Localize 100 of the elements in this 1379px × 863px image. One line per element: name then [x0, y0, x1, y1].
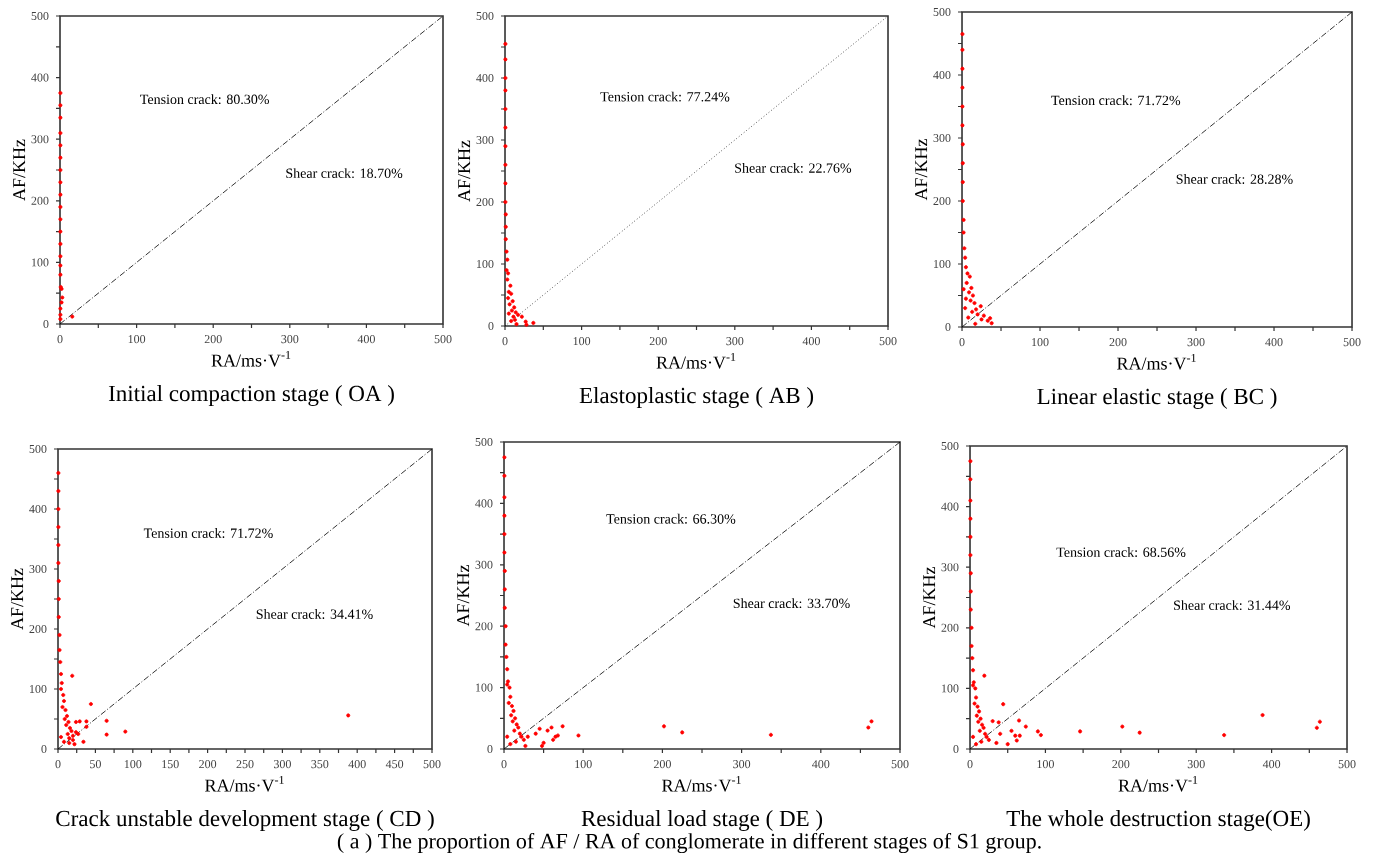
point	[58, 263, 63, 268]
point	[511, 708, 516, 713]
point	[989, 321, 994, 326]
x-tick-label: 100	[124, 760, 142, 769]
point	[58, 229, 63, 234]
x-tick-label: 200	[204, 335, 222, 344]
point	[65, 732, 70, 736]
point	[508, 694, 513, 699]
point	[512, 305, 517, 310]
point	[70, 673, 75, 678]
point	[516, 312, 521, 317]
point	[960, 180, 965, 185]
point	[58, 272, 63, 277]
annotation: Tension crack: 80.30%	[140, 94, 269, 105]
point	[981, 725, 986, 730]
y-tick-label: 400	[476, 73, 494, 83]
point	[513, 739, 518, 744]
point	[974, 695, 979, 700]
point	[58, 192, 63, 197]
x-tick-label: 200	[653, 760, 671, 769]
x-tick-label: 500	[879, 337, 897, 346]
point	[58, 312, 63, 317]
y-tick-label: 0	[945, 322, 951, 332]
point	[58, 660, 63, 664]
point	[506, 311, 511, 316]
x-tick-label: 0	[55, 760, 61, 769]
point	[56, 489, 61, 493]
y-tick-label: 100	[30, 684, 47, 694]
point	[504, 654, 509, 659]
point	[963, 255, 968, 260]
point	[507, 302, 512, 307]
point	[541, 740, 546, 745]
point	[513, 310, 518, 315]
point	[56, 615, 61, 619]
x-tick-label: 100	[575, 760, 592, 769]
x-tick-label: 100	[573, 337, 591, 346]
point	[502, 455, 507, 460]
point	[525, 734, 530, 739]
annotation: Tension crack: 77.24%	[600, 91, 730, 102]
point	[508, 742, 513, 747]
point	[56, 597, 61, 601]
point	[72, 742, 77, 747]
point	[980, 722, 985, 727]
x-tick-label: 100	[128, 335, 146, 344]
point	[59, 672, 63, 676]
y-axis-title: AF/KHz	[923, 567, 936, 629]
point	[960, 85, 965, 90]
point	[507, 685, 512, 690]
point	[960, 123, 965, 128]
point	[56, 579, 61, 583]
point	[73, 720, 78, 724]
point	[533, 731, 538, 736]
x-tick-label: 50	[90, 760, 101, 769]
x-tick-label: 300	[1187, 338, 1205, 347]
point	[67, 741, 72, 745]
text: ( a ) The proportion of AF / RA of conglomerate in different stages of S1 group.	[337, 832, 1041, 854]
point	[869, 719, 874, 724]
point	[70, 733, 75, 738]
point	[56, 543, 61, 547]
point	[58, 167, 63, 172]
annotation: Shear crack: 34.41%	[256, 609, 373, 619]
point	[503, 224, 508, 229]
point	[346, 713, 351, 718]
x-axis-title: RA/ms·V$^{-1}$	[656, 352, 736, 369]
point	[61, 693, 66, 697]
point	[503, 75, 508, 80]
point	[58, 180, 63, 185]
point	[971, 683, 976, 688]
point	[88, 702, 93, 706]
x-tick-label: 350	[311, 760, 329, 769]
point	[104, 718, 109, 723]
point	[504, 268, 509, 273]
point	[983, 731, 988, 736]
x-tick-label: 500	[423, 760, 441, 769]
point	[58, 217, 63, 222]
x-tick-label: 300	[726, 337, 744, 346]
y-axis-title: AF/KHz	[11, 568, 24, 630]
y-tick-label: 400	[933, 70, 951, 80]
point	[961, 287, 966, 292]
point	[523, 319, 528, 324]
point	[985, 318, 990, 323]
point	[968, 607, 973, 612]
x-tick-label: 300	[733, 760, 751, 769]
point	[968, 534, 973, 539]
x-tick-label: 300	[1187, 760, 1205, 769]
point	[81, 739, 86, 744]
point	[960, 199, 965, 203]
point	[560, 724, 565, 729]
text: Initial compaction stage ( OA )	[108, 385, 394, 406]
x-tick-label: 300	[281, 335, 299, 344]
point	[968, 553, 973, 558]
y-tick-label: 0	[41, 744, 47, 754]
point	[1314, 725, 1319, 730]
x-axis-title: RA/ms·V$^{-1}$	[205, 775, 284, 792]
point	[503, 125, 508, 130]
x-tick-label: 300	[273, 760, 291, 769]
annotation: Shear crack: 18.70%	[286, 168, 403, 179]
y-tick-label: 100	[942, 684, 959, 693]
point	[978, 716, 983, 721]
point	[58, 155, 63, 160]
